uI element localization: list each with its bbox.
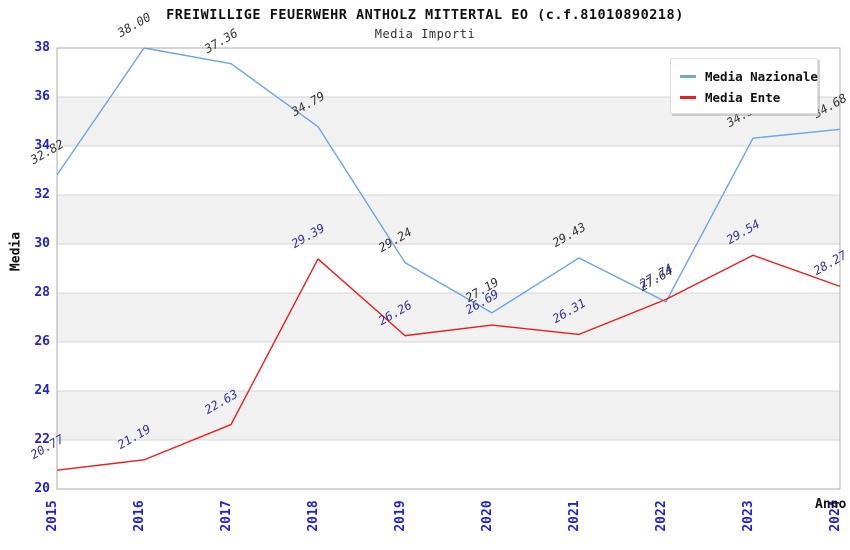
y-tick-label: 34 xyxy=(34,138,50,153)
background-band xyxy=(57,293,840,342)
y-tick-label: 22 xyxy=(34,432,50,447)
legend-label: Media Nazionale xyxy=(705,69,818,84)
background-band xyxy=(57,146,840,195)
y-tick-label: 24 xyxy=(34,383,50,398)
series-line-media-ente xyxy=(56,254,841,471)
background-band xyxy=(57,342,840,391)
x-tick-label: 2020 xyxy=(480,500,495,532)
legend-item: Media Ente xyxy=(680,90,808,105)
x-tick-label: 2021 xyxy=(567,500,582,532)
legend: Media Nazionale Media Ente xyxy=(670,58,818,114)
x-tick-label: 2022 xyxy=(654,500,669,532)
y-tick-label: 20 xyxy=(34,481,50,496)
series-line-media-nazionale xyxy=(56,47,841,314)
legend-line-marker xyxy=(680,75,696,78)
x-tick-label: 2017 xyxy=(219,500,234,532)
y-tick-label: 38 xyxy=(34,40,50,55)
x-tick-label: 2018 xyxy=(306,500,321,532)
chart-subtitle: Media Importi xyxy=(374,27,476,41)
plot-border xyxy=(56,47,841,490)
y-tick-label: 36 xyxy=(34,89,50,104)
legend-line-marker xyxy=(680,96,696,99)
background-band xyxy=(57,440,840,489)
legend-item: Media Nazionale xyxy=(680,69,818,84)
legend-label: Media Ente xyxy=(705,90,781,105)
x-tick-label: 2019 xyxy=(393,500,408,532)
y-tick-label: 26 xyxy=(34,334,50,349)
x-axis-title: Anno xyxy=(815,497,847,512)
y-tick-label: 28 xyxy=(34,285,50,300)
x-tick-label: 2015 xyxy=(45,500,60,532)
y-tick-label: 30 xyxy=(34,236,50,251)
y-axis-title: Media xyxy=(8,231,24,272)
x-tick-label: 2023 xyxy=(741,500,756,532)
x-tick-label: 2016 xyxy=(132,500,147,532)
background-band xyxy=(57,195,840,244)
background-band xyxy=(57,391,840,440)
chart-title: FREIWILLIGE FEUERWEHR ANTHOLZ MITTERTAL … xyxy=(166,7,684,23)
y-tick-label: 32 xyxy=(34,187,50,202)
background-band xyxy=(57,244,840,293)
